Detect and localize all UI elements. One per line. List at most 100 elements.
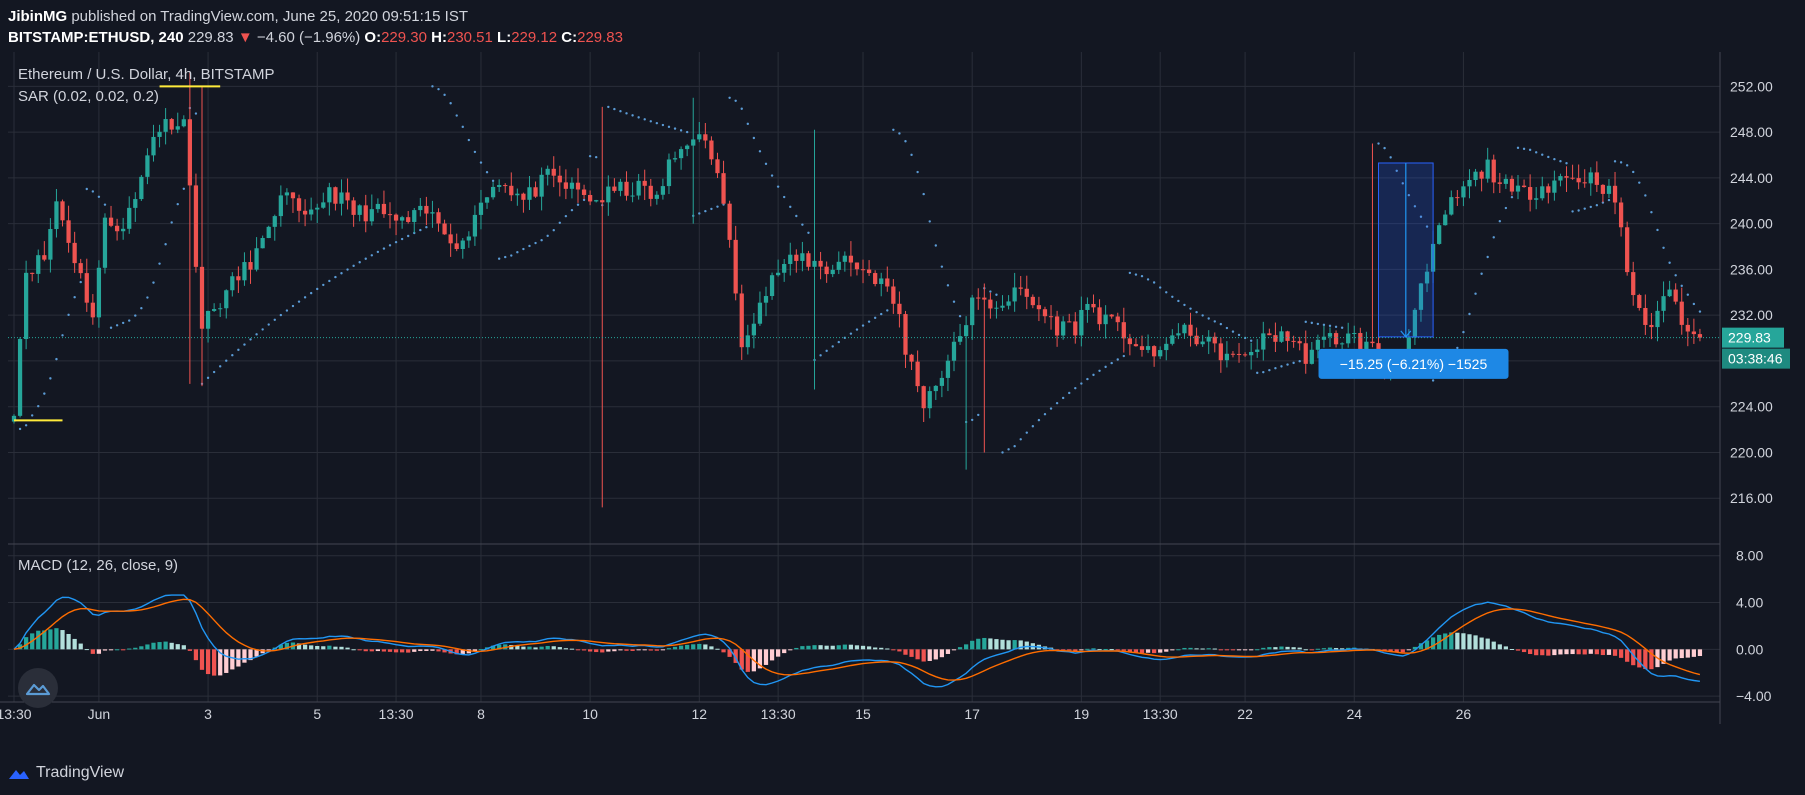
- macd-histogram-bar: [685, 644, 690, 650]
- sar-dot: [1225, 326, 1229, 330]
- sar-dot: [164, 243, 167, 246]
- sar-dot: [873, 316, 877, 320]
- macd-histogram-bar: [769, 649, 775, 661]
- sar-dot: [1013, 445, 1016, 448]
- candle-body: [1333, 333, 1339, 345]
- macd-histogram-bar: [854, 645, 860, 650]
- candle-body: [454, 243, 459, 249]
- sar-dot: [558, 221, 562, 225]
- sar-dot: [1146, 278, 1150, 281]
- candle-body: [927, 391, 932, 409]
- candle-body: [1006, 301, 1011, 306]
- chart-canvas[interactable]: −15.25 (−6.21%) −1525 252.00248.00244.00…: [0, 52, 1805, 752]
- macd-histogram-bar: [788, 649, 793, 651]
- measure-label-box: [1318, 348, 1509, 379]
- macd-histogram-bar: [175, 644, 180, 650]
- sar-dot: [479, 161, 483, 164]
- candle-body: [515, 193, 520, 196]
- candle-body: [951, 341, 957, 361]
- sar-legend[interactable]: SAR (0.02, 0.02, 0.2): [18, 88, 159, 105]
- sar-dot: [922, 192, 925, 196]
- sar-dot: [904, 140, 907, 143]
- candle-body: [709, 140, 714, 160]
- macd-legend[interactable]: MACD (12, 26, close, 9): [18, 557, 178, 574]
- candle-body: [1540, 186, 1545, 199]
- candle-body: [612, 186, 617, 191]
- candle-body: [1285, 331, 1290, 341]
- candle-body: [357, 205, 362, 215]
- sar-dot: [425, 226, 428, 229]
- candle-body: [478, 202, 484, 215]
- sar-dot: [49, 377, 52, 380]
- price-tick-label: 240.00: [1730, 216, 1773, 232]
- macd-histogram-bar: [84, 649, 89, 651]
- candle-body: [854, 262, 860, 270]
- macd-histogram-bar: [539, 646, 544, 650]
- macd-histogram-bar: [454, 649, 459, 655]
- macd-histogram-bar: [509, 645, 514, 650]
- candle-body: [1067, 321, 1072, 323]
- sar-dot: [152, 281, 155, 284]
- price-tick-label: 224.00: [1730, 399, 1773, 415]
- sar-dot: [1007, 448, 1010, 451]
- publisher-name[interactable]: JibinMG: [8, 8, 68, 25]
- sar-dot: [1425, 225, 1429, 228]
- macd-histogram-bar: [381, 649, 387, 652]
- candle-body: [806, 253, 811, 267]
- macd-histogram-bar: [873, 647, 878, 650]
- time-tick-label: 13:30: [0, 706, 32, 722]
- sar-dot: [1183, 303, 1186, 307]
- candle-body: [976, 297, 981, 299]
- macd-histogram-bar: [545, 645, 550, 650]
- sar-dot: [795, 214, 798, 218]
- candle-body: [296, 198, 302, 211]
- candle-body: [672, 158, 678, 160]
- macd-histogram-bar: [1091, 648, 1096, 650]
- candle-body: [733, 239, 738, 294]
- candle-body: [1576, 178, 1581, 183]
- macd-histogram-bar: [927, 649, 932, 661]
- candle-body: [1467, 179, 1472, 187]
- candle-body: [800, 253, 805, 261]
- macd-histogram-bar: [800, 646, 805, 650]
- tradingview-badge[interactable]: [18, 668, 58, 708]
- brand-name[interactable]: TradingView: [36, 764, 125, 781]
- time-tick-label: 19: [1074, 706, 1090, 722]
- symbol-label[interactable]: BITSTAMP:ETHUSD, 240: [8, 29, 184, 46]
- macd-histogram-bar: [1418, 643, 1424, 650]
- measure-label: −15.25 (−6.21%) −1525: [1340, 356, 1488, 372]
- candle-body: [1261, 333, 1266, 350]
- candle-body: [957, 336, 963, 342]
- sar-dot: [1680, 284, 1683, 288]
- macd-histogram-bar: [333, 646, 338, 650]
- time-tick-label: 13:30: [761, 706, 796, 722]
- candle-body: [448, 234, 453, 244]
- last-price: 229.83: [187, 29, 234, 46]
- macd-histogram-bar: [1461, 633, 1466, 650]
- macd-histogram-bar: [1321, 648, 1327, 650]
- sar-dot: [61, 334, 64, 337]
- candle-body: [866, 269, 872, 274]
- macd-histogram-bar: [1085, 648, 1090, 650]
- sar-dot: [170, 221, 173, 224]
- candle-body: [1152, 346, 1157, 357]
- sar-dot: [1601, 201, 1605, 204]
- sar-dot: [716, 205, 719, 208]
- sar-dot: [613, 107, 616, 111]
- macd-histogram-bar: [406, 649, 411, 653]
- sar-dot: [1401, 182, 1404, 185]
- macd-histogram-bar: [1443, 633, 1448, 650]
- candle-body: [1612, 185, 1618, 203]
- sar-dot: [855, 328, 859, 331]
- macd-histogram-bar: [205, 649, 211, 675]
- sar-dot: [431, 85, 434, 88]
- macd-histogram-bar: [266, 649, 271, 651]
- sar-dot: [358, 261, 361, 264]
- sar-dot: [43, 392, 46, 395]
- macd-histogram-bar: [345, 647, 350, 650]
- macd-histogram-bar: [1594, 649, 1599, 655]
- sar-dot: [334, 275, 337, 279]
- candle-body: [527, 187, 532, 200]
- macd-histogram-bar: [1546, 649, 1551, 656]
- macd-histogram-bar: [957, 647, 963, 650]
